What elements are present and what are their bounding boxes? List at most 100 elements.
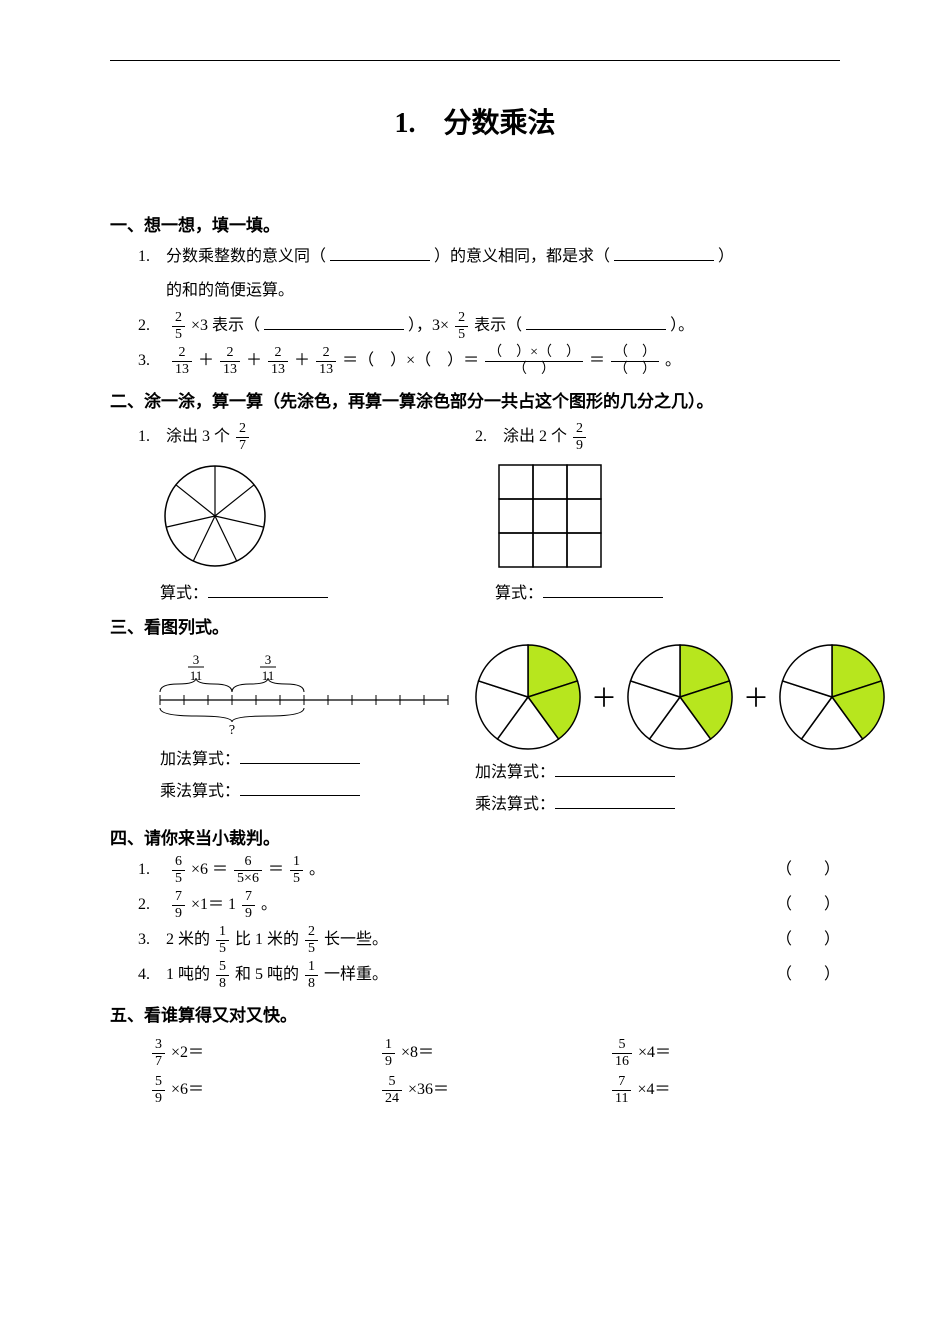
- txt: 和 5 吨的: [235, 966, 303, 983]
- txt: ×8＝: [397, 1044, 434, 1061]
- txt: 1.: [138, 861, 166, 878]
- txt: 算式：: [160, 585, 208, 602]
- fraction: 25: [305, 925, 318, 956]
- section-3-head: 三、看图列式。: [110, 613, 840, 638]
- fraction-blank[interactable]: （ ）×（ ）（ ）: [485, 346, 583, 377]
- fraction-blank[interactable]: （ ）（ ）: [611, 346, 659, 377]
- calc-cell: 19 ×8＝: [380, 1038, 610, 1069]
- s3-mul2: 乘法算式：: [475, 790, 885, 814]
- plus-icon: ＋: [591, 678, 617, 715]
- txt: 一样重。: [324, 966, 388, 983]
- blank[interactable]: [264, 312, 404, 330]
- judge-paren[interactable]: （ ）: [776, 855, 840, 885]
- fraction: 58: [216, 960, 229, 991]
- section-5-head: 五、看谁算得又对又快。: [110, 1001, 840, 1026]
- judge-paren[interactable]: （ ）: [776, 960, 840, 990]
- worksheet-page: 1. 分数乘法 一、想一想，填一填。 1. 分数乘整数的意义同（ ）的意义相同，…: [0, 0, 950, 1152]
- svg-text:3: 3: [193, 652, 200, 667]
- txt: ＝（ ）×（ ）＝: [342, 352, 483, 369]
- txt: ×3 表示（: [191, 317, 260, 334]
- pie-svg: [475, 644, 581, 750]
- s2-q2: 2. 涂出 2 个 29: [475, 422, 840, 453]
- s3-row: 311311? 加法算式： 乘法算式： ＋ ＋ 加法算式： 乘法算式：: [110, 644, 840, 814]
- pie-sum-figure: ＋ ＋: [475, 644, 885, 750]
- s3-col2: ＋ ＋ 加法算式： 乘法算式：: [475, 644, 885, 814]
- txt: 3.: [138, 352, 166, 369]
- txt: 加法算式：: [475, 764, 555, 781]
- txt: 加法算式：: [160, 751, 240, 768]
- txt: 长一些。: [324, 931, 388, 948]
- calc-cell: 524 ×36＝: [380, 1075, 610, 1106]
- calc-col-1: 37 ×2＝ 59 ×6＝: [150, 1032, 380, 1112]
- txt: ），3×: [408, 317, 449, 334]
- top-rule: [110, 60, 840, 61]
- txt: ）。: [670, 317, 694, 334]
- fraction: 19: [382, 1038, 395, 1069]
- txt: 。: [309, 861, 325, 878]
- pie-svg: [627, 644, 733, 750]
- fraction: 15: [290, 855, 303, 886]
- s4-q1: 1. 65 ×6 ＝ 65×6 ＝ 15 。 （ ）: [138, 855, 840, 886]
- txt: ×2＝: [167, 1044, 204, 1061]
- fraction: 711: [612, 1075, 631, 1106]
- fraction: 25: [455, 311, 468, 342]
- s4-q3: 3. 2 米的 15 比 1 米的 25 长一些。 （ ）: [138, 925, 840, 956]
- s4-q4: 4. 1 吨的 58 和 5 吨的 18 一样重。 （ ）: [138, 960, 840, 991]
- s2-col2: 2. 涂出 2 个 29 算式：: [475, 418, 840, 603]
- txt: ×36＝: [404, 1081, 449, 1098]
- txt: ×4＝: [633, 1081, 670, 1098]
- fraction: 59: [152, 1075, 165, 1106]
- txt: ×6＝: [167, 1081, 204, 1098]
- txt: ×1＝ 1: [191, 896, 236, 913]
- s4-q2-body: 2. 79 ×1＝ 1 79 。: [138, 890, 277, 921]
- txt: 4. 1 吨的: [138, 966, 214, 983]
- s4-q4-body: 4. 1 吨的 58 和 5 吨的 18 一样重。: [138, 960, 388, 991]
- judge-paren[interactable]: （ ）: [776, 890, 840, 920]
- calc-cell: 711 ×4＝: [610, 1075, 840, 1106]
- txt: 2.: [138, 896, 166, 913]
- txt: 3. 2 米的: [138, 931, 214, 948]
- fraction: 213: [316, 346, 336, 377]
- s2-row: 1. 涂出 3 个 27 算式： 2. 涂出 2 个 29 算式：: [110, 418, 840, 603]
- blank[interactable]: [555, 759, 675, 777]
- blank[interactable]: [208, 580, 328, 598]
- txt: 乘法算式：: [160, 783, 240, 800]
- svg-text:11: 11: [262, 668, 275, 683]
- s3-add2: 加法算式：: [475, 758, 885, 782]
- fraction: 15: [216, 925, 229, 956]
- txt: ×6 ＝: [191, 861, 232, 878]
- txt: 表示（: [474, 317, 522, 334]
- judge-paren[interactable]: （ ）: [776, 925, 840, 955]
- txt: 比 1 米的: [235, 931, 303, 948]
- s2-q1: 1. 涂出 3 个 27: [138, 422, 475, 453]
- fraction: 213: [268, 346, 288, 377]
- s3-col1: 311311? 加法算式： 乘法算式：: [110, 644, 475, 814]
- s3-mul1: 乘法算式：: [160, 777, 475, 801]
- section-1-head: 一、想一想，填一填。: [110, 211, 840, 236]
- s1-q2: 2. 25 ×3 表示（ ），3× 25 表示（ ）。: [138, 311, 840, 342]
- blank[interactable]: [543, 580, 663, 598]
- s2-exp1: 算式：: [160, 579, 475, 603]
- fraction: 27: [236, 422, 249, 453]
- fraction: 79: [242, 890, 255, 921]
- fraction: 25: [172, 311, 185, 342]
- blank[interactable]: [526, 312, 666, 330]
- circle-7-figure: [160, 461, 475, 571]
- blank[interactable]: [240, 778, 360, 796]
- s1-q1-a: 1. 分数乘整数的意义同（: [138, 248, 326, 265]
- s1-q1: 1. 分数乘整数的意义同（ ）的意义相同，都是求（ ）: [138, 242, 840, 272]
- txt: ＋: [246, 352, 266, 369]
- pie-svg: [779, 644, 885, 750]
- plus-icon: ＋: [743, 678, 769, 715]
- fraction: 213: [220, 346, 240, 377]
- blank[interactable]: [240, 746, 360, 764]
- blank[interactable]: [555, 791, 675, 809]
- txt: ＝: [268, 861, 288, 878]
- calc-grid: 37 ×2＝ 59 ×6＝ 19 ×8＝ 524 ×36＝ 516 ×4＝ 71…: [150, 1032, 840, 1112]
- blank[interactable]: [614, 243, 714, 261]
- fraction: 65×6: [234, 855, 262, 886]
- txt: ×4＝: [634, 1044, 671, 1061]
- s1-q1-line2: 的和的简便运算。: [166, 276, 840, 306]
- blank[interactable]: [330, 243, 430, 261]
- txt: 。: [261, 896, 277, 913]
